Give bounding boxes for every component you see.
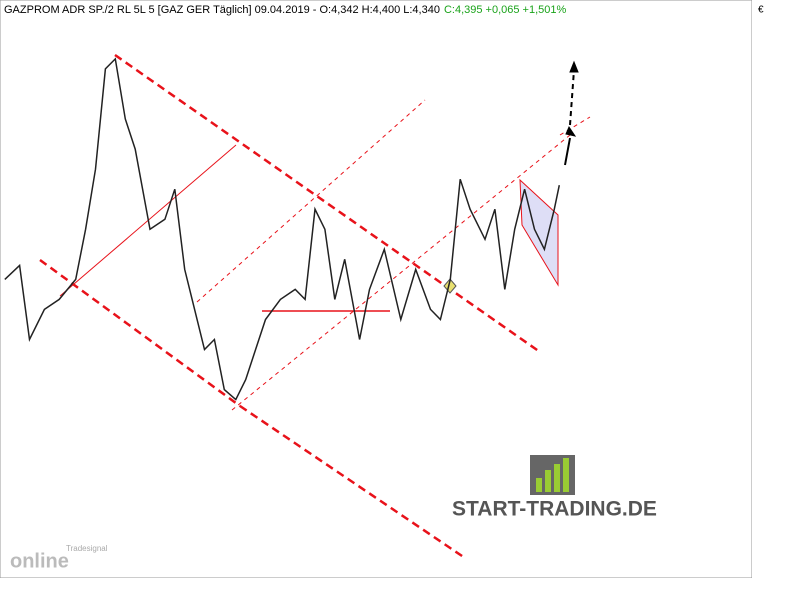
price-axis: [752, 0, 800, 600]
trendlines: [39, 53, 591, 560]
logo-icon: [530, 455, 575, 495]
vendor-mark: online: [10, 550, 69, 572]
price-line: [4, 57, 561, 401]
quote: C:4,395 +0,065 +1,501%: [444, 4, 567, 16]
logo: START-TRADING.DE: [452, 498, 657, 521]
currency: €: [758, 5, 764, 16]
plot-area: [0, 0, 753, 579]
vendor: Tradesignal: [66, 544, 108, 553]
chart-title: GAZPROM ADR SP./2 RL 5L 5 [GAZ GER Tägli…: [4, 4, 566, 16]
marker: [443, 278, 457, 294]
title: GAZPROM ADR SP./2 RL 5L 5 [GAZ GER Tägli…: [4, 4, 440, 16]
arrow: [564, 60, 579, 166]
time-axis: [0, 578, 752, 600]
